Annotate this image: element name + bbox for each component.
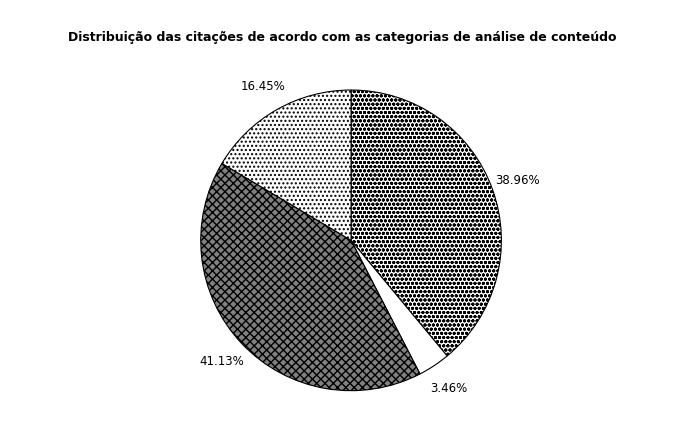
Wedge shape: [222, 90, 351, 240]
Text: Distribuição das citações de acordo com as categorias de análise de conteúdo: Distribuição das citações de acordo com …: [68, 31, 616, 44]
Wedge shape: [201, 163, 420, 391]
Wedge shape: [351, 240, 447, 374]
Text: 41.13%: 41.13%: [199, 355, 245, 368]
Text: 16.45%: 16.45%: [241, 80, 286, 93]
Text: 3.46%: 3.46%: [430, 382, 468, 395]
Text: 38.96%: 38.96%: [495, 173, 540, 187]
Wedge shape: [351, 90, 501, 356]
